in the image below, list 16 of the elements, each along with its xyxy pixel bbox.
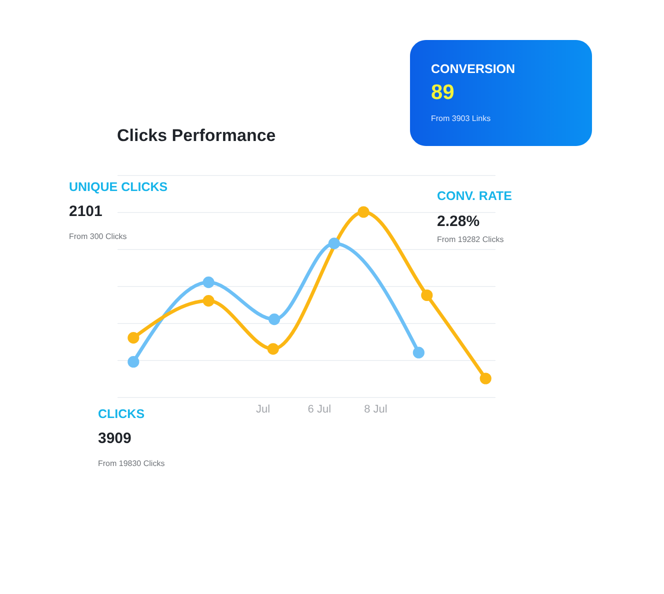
text: 89	[431, 81, 454, 104]
annotation: From 19282 Clicks	[437, 235, 504, 244]
x-tick-label: Jul	[256, 404, 270, 416]
annotation: From 300 Clicks	[69, 232, 127, 241]
text: CLICKS	[98, 407, 145, 421]
annotation: 2.28%	[437, 213, 480, 230]
text: CONV. RATE	[437, 189, 512, 203]
chart-title: Clicks Performance	[117, 126, 276, 145]
text: UNIQUE CLICKS	[69, 180, 168, 194]
text: CONVERSION	[431, 62, 516, 76]
text: 2101	[69, 203, 102, 220]
x-tick-label: 8 Jul	[364, 404, 388, 416]
text: From 19830 Clicks	[98, 459, 165, 468]
x-tick-label: 6 Jul	[308, 404, 332, 416]
text: 3909	[98, 430, 132, 447]
text: From 3903 Links	[431, 114, 491, 123]
